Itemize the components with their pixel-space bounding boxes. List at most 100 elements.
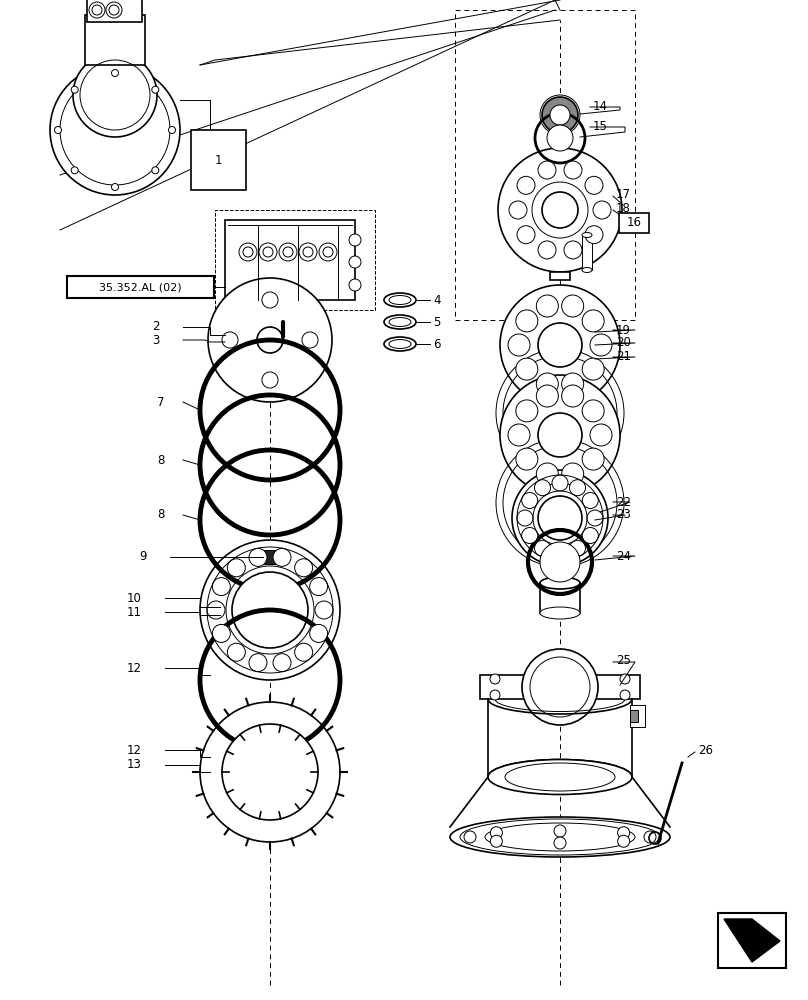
Circle shape [152,86,159,93]
Circle shape [500,285,620,405]
Circle shape [200,702,340,842]
Circle shape [490,690,500,700]
Circle shape [583,492,598,508]
FancyBboxPatch shape [619,213,649,233]
Circle shape [200,540,340,680]
Bar [630,705,645,727]
Circle shape [522,649,598,725]
Bar [540,583,580,613]
Circle shape [583,358,604,380]
Bar [85,15,145,65]
Circle shape [554,825,566,837]
Circle shape [562,373,583,395]
Circle shape [547,125,573,151]
Text: 15: 15 [593,120,608,133]
Circle shape [535,480,550,496]
Circle shape [538,241,556,259]
Circle shape [554,837,566,849]
Text: 7: 7 [158,395,165,408]
Circle shape [490,835,503,847]
Text: 3: 3 [153,334,160,347]
Text: 2: 2 [153,320,160,334]
Circle shape [54,126,61,133]
Text: 25: 25 [616,654,631,666]
Text: 6: 6 [433,338,440,351]
Text: 22: 22 [616,495,631,508]
Circle shape [587,510,603,526]
FancyBboxPatch shape [67,276,214,298]
Circle shape [512,470,608,566]
Circle shape [620,690,630,700]
Circle shape [208,278,332,402]
Circle shape [620,674,630,684]
Circle shape [570,480,586,496]
Circle shape [490,827,503,839]
Circle shape [279,243,297,261]
Circle shape [517,510,533,526]
Circle shape [542,97,578,133]
Circle shape [152,167,159,174]
Circle shape [516,400,538,422]
Circle shape [617,835,629,847]
Circle shape [585,176,603,194]
Circle shape [538,161,556,179]
Circle shape [540,542,580,582]
Circle shape [315,601,333,619]
Circle shape [490,674,500,684]
Circle shape [537,385,558,407]
Circle shape [106,2,122,18]
Text: 4: 4 [433,294,440,306]
Ellipse shape [540,607,580,619]
Circle shape [585,226,603,244]
Ellipse shape [505,763,615,791]
Circle shape [508,424,530,446]
Circle shape [464,831,476,843]
Text: 35.352.AL (02): 35.352.AL (02) [99,282,181,292]
Bar [263,550,277,564]
Circle shape [262,372,278,388]
Circle shape [552,475,568,491]
Text: 9: 9 [140,550,147,564]
Text: 26: 26 [698,744,713,756]
Text: 13: 13 [127,758,142,772]
Circle shape [213,624,230,642]
Circle shape [89,2,105,18]
Text: 8: 8 [158,508,165,522]
Text: 1: 1 [215,153,222,166]
Circle shape [516,448,538,470]
Circle shape [213,578,230,596]
Circle shape [583,400,604,422]
Circle shape [273,654,291,672]
Text: 18: 18 [616,202,631,215]
Circle shape [319,243,337,261]
Circle shape [538,413,582,457]
Circle shape [309,624,328,642]
Circle shape [232,572,308,648]
Ellipse shape [582,232,592,237]
Circle shape [169,126,175,133]
Circle shape [537,295,558,317]
Circle shape [257,327,283,353]
Circle shape [562,463,583,485]
Circle shape [562,385,583,407]
Circle shape [538,496,582,540]
Circle shape [73,53,157,137]
Circle shape [50,65,180,195]
Bar [225,220,355,300]
Circle shape [590,424,612,446]
Circle shape [508,334,530,356]
Circle shape [542,192,578,228]
Circle shape [583,310,604,332]
Circle shape [522,492,537,508]
Circle shape [583,448,604,470]
Circle shape [71,167,78,174]
Circle shape [498,148,622,272]
Circle shape [537,463,558,485]
Circle shape [112,184,119,190]
Circle shape [273,548,291,566]
Ellipse shape [582,267,592,272]
Circle shape [302,332,318,348]
Text: 16: 16 [626,217,642,230]
Circle shape [516,358,538,380]
Circle shape [564,241,582,259]
